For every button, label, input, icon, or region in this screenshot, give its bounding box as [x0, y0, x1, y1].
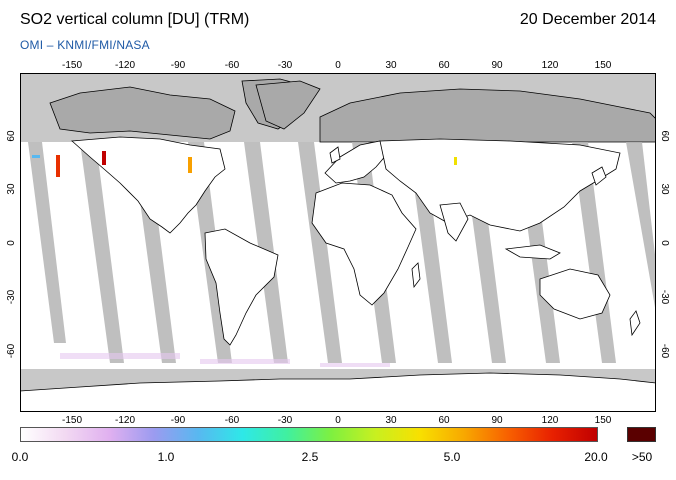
lon-tick-bottom: -120: [114, 415, 136, 426]
antarctica: [20, 372, 656, 412]
colorbar-overflow-swatch: [627, 427, 656, 442]
lon-tick-bottom: -150: [61, 415, 83, 426]
lon-tick-top: 120: [541, 60, 559, 71]
lon-tick-bottom: 0: [335, 415, 341, 426]
madagascar: [411, 262, 421, 289]
lon-tick-top: 0: [335, 60, 341, 71]
colorbar-label: 20.0: [584, 450, 608, 464]
colorbar-label: 5.0: [443, 450, 461, 464]
indonesia: [504, 244, 561, 260]
south-america: [204, 228, 279, 346]
lon-tick-top: 90: [491, 60, 503, 71]
colorbar-overflow-label: >50: [631, 450, 653, 464]
lat-tick-left: -60: [6, 343, 17, 359]
colorbar: [20, 427, 598, 442]
lon-tick-bottom: -90: [170, 415, 186, 426]
asia: [379, 138, 621, 232]
lon-tick-top: -150: [61, 60, 83, 71]
lon-tick-top: 150: [594, 60, 612, 71]
data-credit: OMI – KNMI/FMI/NASA: [20, 38, 150, 52]
so2-world-map: [20, 73, 656, 412]
africa: [311, 182, 417, 306]
india: [439, 202, 469, 242]
australia: [539, 268, 611, 320]
lon-tick-bottom: 120: [541, 415, 559, 426]
so2-hotspots: [32, 151, 457, 177]
lon-tick-top: 60: [438, 60, 450, 71]
japan: [591, 166, 607, 186]
lon-tick-top: 30: [385, 60, 397, 71]
lat-tick-right: 30: [659, 183, 670, 195]
map-title: SO2 vertical column [DU] (TRM): [20, 11, 250, 28]
lat-tick-left: 30: [6, 183, 17, 195]
lat-tick-left: 60: [6, 130, 17, 142]
british-isles: [329, 146, 341, 164]
map-border: [20, 73, 656, 412]
lat-tick-left: 0: [6, 240, 17, 246]
low-so2-noise: [60, 353, 390, 367]
lon-tick-top: -90: [170, 60, 186, 71]
lon-tick-top: -60: [224, 60, 240, 71]
lat-tick-right: -30: [659, 289, 670, 305]
lon-tick-bottom: 150: [594, 415, 612, 426]
colorbar-label: 0.0: [11, 450, 29, 464]
lon-tick-bottom: -30: [277, 415, 293, 426]
lon-tick-top: -120: [114, 60, 136, 71]
lon-tick-bottom: -60: [224, 415, 240, 426]
europe: [324, 140, 389, 184]
greenland: [255, 80, 321, 130]
north-america: [71, 136, 226, 234]
lat-tick-right: 0: [659, 240, 670, 246]
lat-tick-left: -30: [6, 289, 17, 305]
lon-tick-top: -30: [277, 60, 293, 71]
colorbar-label: 2.5: [301, 450, 319, 464]
lon-tick-bottom: 90: [491, 415, 503, 426]
new-zealand: [629, 310, 641, 337]
colorbar-label: 1.0: [157, 450, 175, 464]
lon-tick-bottom: 60: [438, 415, 450, 426]
lon-tick-bottom: 30: [385, 415, 397, 426]
map-date: 20 December 2014: [519, 11, 656, 28]
lat-tick-right: -60: [659, 343, 670, 359]
lat-tick-right: 60: [659, 130, 670, 142]
continents: [71, 80, 641, 346]
